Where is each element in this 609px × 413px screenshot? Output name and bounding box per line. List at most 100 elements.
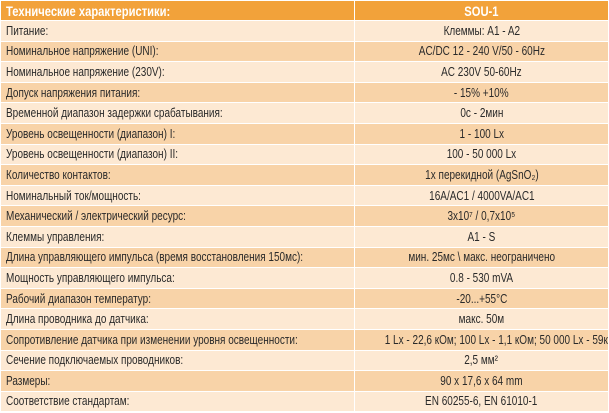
value-cell: 0.8 - 530 mVA (354, 267, 609, 289)
label-text: Механический / электрический ресурс: (6, 209, 186, 224)
label-cell: Уровень освещенности (диапазон) II: (0, 143, 355, 166)
value-cell: - 15% +10% (354, 81, 609, 104)
label-cell: Питание: (0, 20, 355, 42)
label-cell: Номинальный ток/мощность: (0, 184, 355, 207)
value-text: Клеммы: A1 - A2 (443, 23, 520, 38)
label-cell: Механический / электрический ресурс: (0, 205, 355, 227)
spec-row: Временной диапазон задержки срабатывания… (0, 102, 609, 124)
label-text: Рабочий диапазон температур: (6, 291, 152, 306)
spec-row: Количество контактов: 1х перекидной (AgSn… (0, 164, 609, 186)
spec-row: Сечение подключаемых проводников: 2,5 мм² (0, 349, 609, 372)
spec-row: Номинальное напряжение (230V): AC 230V 50… (0, 61, 609, 83)
value-text: 0с - 2мин (460, 106, 503, 121)
label-cell: Рабочий диапазон температур: (0, 287, 355, 310)
value-cell: макс. 50м (354, 308, 609, 330)
value-cell: AC 230V 50-60Hz (354, 61, 609, 83)
spec-row: Номинальное напряжение (UNI): AC/DC 12 - … (0, 40, 609, 63)
spec-row: Соответствие стандартам: EN 60255-6, EN 6… (0, 390, 609, 413)
value-cell: 90 x 17,6 x 64 mm (354, 370, 609, 392)
value-text: 1 Lx - 22,6 кОм; 100 Lx - 1,1 кОм; 50 00… (384, 332, 609, 347)
label-text: Номинальное напряжение (230V): (6, 64, 165, 79)
spec-row: Рабочий диапазон температур: -20...+55°C (0, 287, 609, 310)
label-text: Временной диапазон задержки срабатывания… (6, 106, 223, 121)
spec-row: Длина управляющего импульса (время восст… (0, 246, 609, 269)
spec-row: Клеммы управления: A1 - S (0, 225, 609, 248)
value-text: 90 x 17,6 x 64 mm (440, 373, 523, 388)
value-text: EN 60255-6, EN 61010-1 (425, 394, 538, 409)
header-cell: Технические характеристики: (0, 0, 355, 21)
label-cell: Количество контактов: (0, 164, 355, 186)
spec-row: Уровень освещенности (диапазон) II: 100 -… (0, 143, 609, 166)
spec-row: Номинальный ток/мощность: 16A/AC1 / 4000V… (0, 184, 609, 207)
label-text: Номинальное напряжение (UNI): (6, 44, 159, 59)
label-text: Допуск напряжения питания: (6, 85, 141, 100)
value-cell: Клеммы: A1 - A2 (354, 20, 609, 42)
value-text: AC/DC 12 - 240 V/50 - 60Hz (418, 44, 545, 59)
label-text: Уровень освещенности (диапазон) II: (6, 147, 179, 162)
label-cell: Допуск напряжения питания: (0, 81, 355, 104)
value-text: макс. 50м (458, 312, 505, 327)
value-text: - 15% +10% (454, 85, 509, 100)
spec-row: Питание: Клеммы: A1 - A2 (0, 20, 609, 42)
label-text: Соответствие стандартам: (6, 394, 130, 409)
label-cell: Уровень освещенности (диапазон) I: (0, 122, 355, 145)
label-cell: Номинальное напряжение (230V): (0, 61, 355, 83)
label-text: Клеммы управления: (6, 229, 105, 244)
label-text: Уровень освещенности (диапазон) I: (6, 126, 176, 141)
label-text: Количество контактов: (6, 167, 111, 182)
header-text: SOU-1 (464, 2, 499, 19)
value-cell: 2,5 мм² (354, 349, 609, 372)
value-text: A1 - S (467, 229, 496, 244)
label-text: Сечение подключаемых проводников: (6, 353, 184, 368)
spec-row: Сопротивление датчика при изменении уров… (0, 328, 609, 351)
label-text: Сопротивление датчика при изменении уров… (6, 332, 298, 347)
value-text: 0.8 - 530 mVA (449, 270, 514, 285)
value-text: 2,5 мм² (464, 353, 499, 368)
value-text: мин. 25мс \ макс. неограничено (408, 250, 555, 265)
value-cell: 1 Lx - 22,6 кОм; 100 Lx - 1,1 кОм; 50 00… (354, 328, 609, 351)
label-text: Мощность управляющего импульса: (6, 270, 175, 285)
value-text: 3x10⁷ / 0,7x10⁵ (447, 209, 516, 224)
header-row: Технические характеристики: SOU-1 (0, 0, 609, 21)
label-text: Размеры: (6, 373, 51, 388)
value-cell: 1х перекидной (AgSnO₂) (354, 164, 609, 186)
value-cell: 16A/AC1 / 4000VA/AC1 (354, 184, 609, 207)
value-cell: AC/DC 12 - 240 V/50 - 60Hz (354, 40, 609, 63)
value-cell: мин. 25мс \ макс. неограничено (354, 246, 609, 269)
label-cell: Длина управляющего импульса (время восст… (0, 246, 355, 269)
spec-row: Уровень освещенности (диапазон) I: 1 - 10… (0, 122, 609, 145)
value-cell: 1 - 100 Lx (354, 122, 609, 145)
label-text: Номинальный ток/мощность: (6, 188, 141, 203)
spec-row: Мощность управляющего импульса: 0.8 - 530… (0, 267, 609, 289)
label-cell: Размеры: (0, 370, 355, 392)
label-cell: Соответствие стандартам: (0, 390, 355, 413)
header-cell: SOU-1 (354, 0, 609, 21)
label-cell: Номинальное напряжение (UNI): (0, 40, 355, 63)
label-cell: Временной диапазон задержки срабатывания… (0, 102, 355, 124)
label-cell: Мощность управляющего импульса: (0, 267, 355, 289)
spec-row: Механический / электрический ресурс: 3x10… (0, 205, 609, 227)
value-text: 16A/AC1 / 4000VA/AC1 (428, 188, 535, 203)
header-text: Технические характеристики: (6, 2, 171, 19)
value-text: 100 - 50 000 Lx (446, 147, 517, 162)
label-text: Питание: (6, 23, 49, 38)
value-text: -20...+55°C (456, 291, 507, 306)
value-cell: A1 - S (354, 225, 609, 248)
value-text: AC 230V 50-60Hz (441, 64, 522, 79)
label-cell: Длина проводника до датчика: (0, 308, 355, 330)
spec-row: Размеры: 90 x 17,6 x 64 mm (0, 370, 609, 392)
value-cell: EN 60255-6, EN 61010-1 (354, 390, 609, 413)
label-text: Длина управляющего импульса (время восст… (6, 250, 304, 265)
spec-row: Допуск напряжения питания: - 15% +10% (0, 81, 609, 104)
value-cell: 0с - 2мин (354, 102, 609, 124)
value-cell: -20...+55°C (354, 287, 609, 310)
value-cell: 100 - 50 000 Lx (354, 143, 609, 166)
label-cell: Клеммы управления: (0, 225, 355, 248)
value-text: 1 - 100 Lx (459, 126, 504, 141)
label-cell: Сопротивление датчика при изменении уров… (0, 328, 355, 351)
spec-row: Длина проводника до датчика: макс. 50м (0, 308, 609, 330)
label-text: Длина проводника до датчика: (6, 312, 149, 327)
label-cell: Сечение подключаемых проводников: (0, 349, 355, 372)
